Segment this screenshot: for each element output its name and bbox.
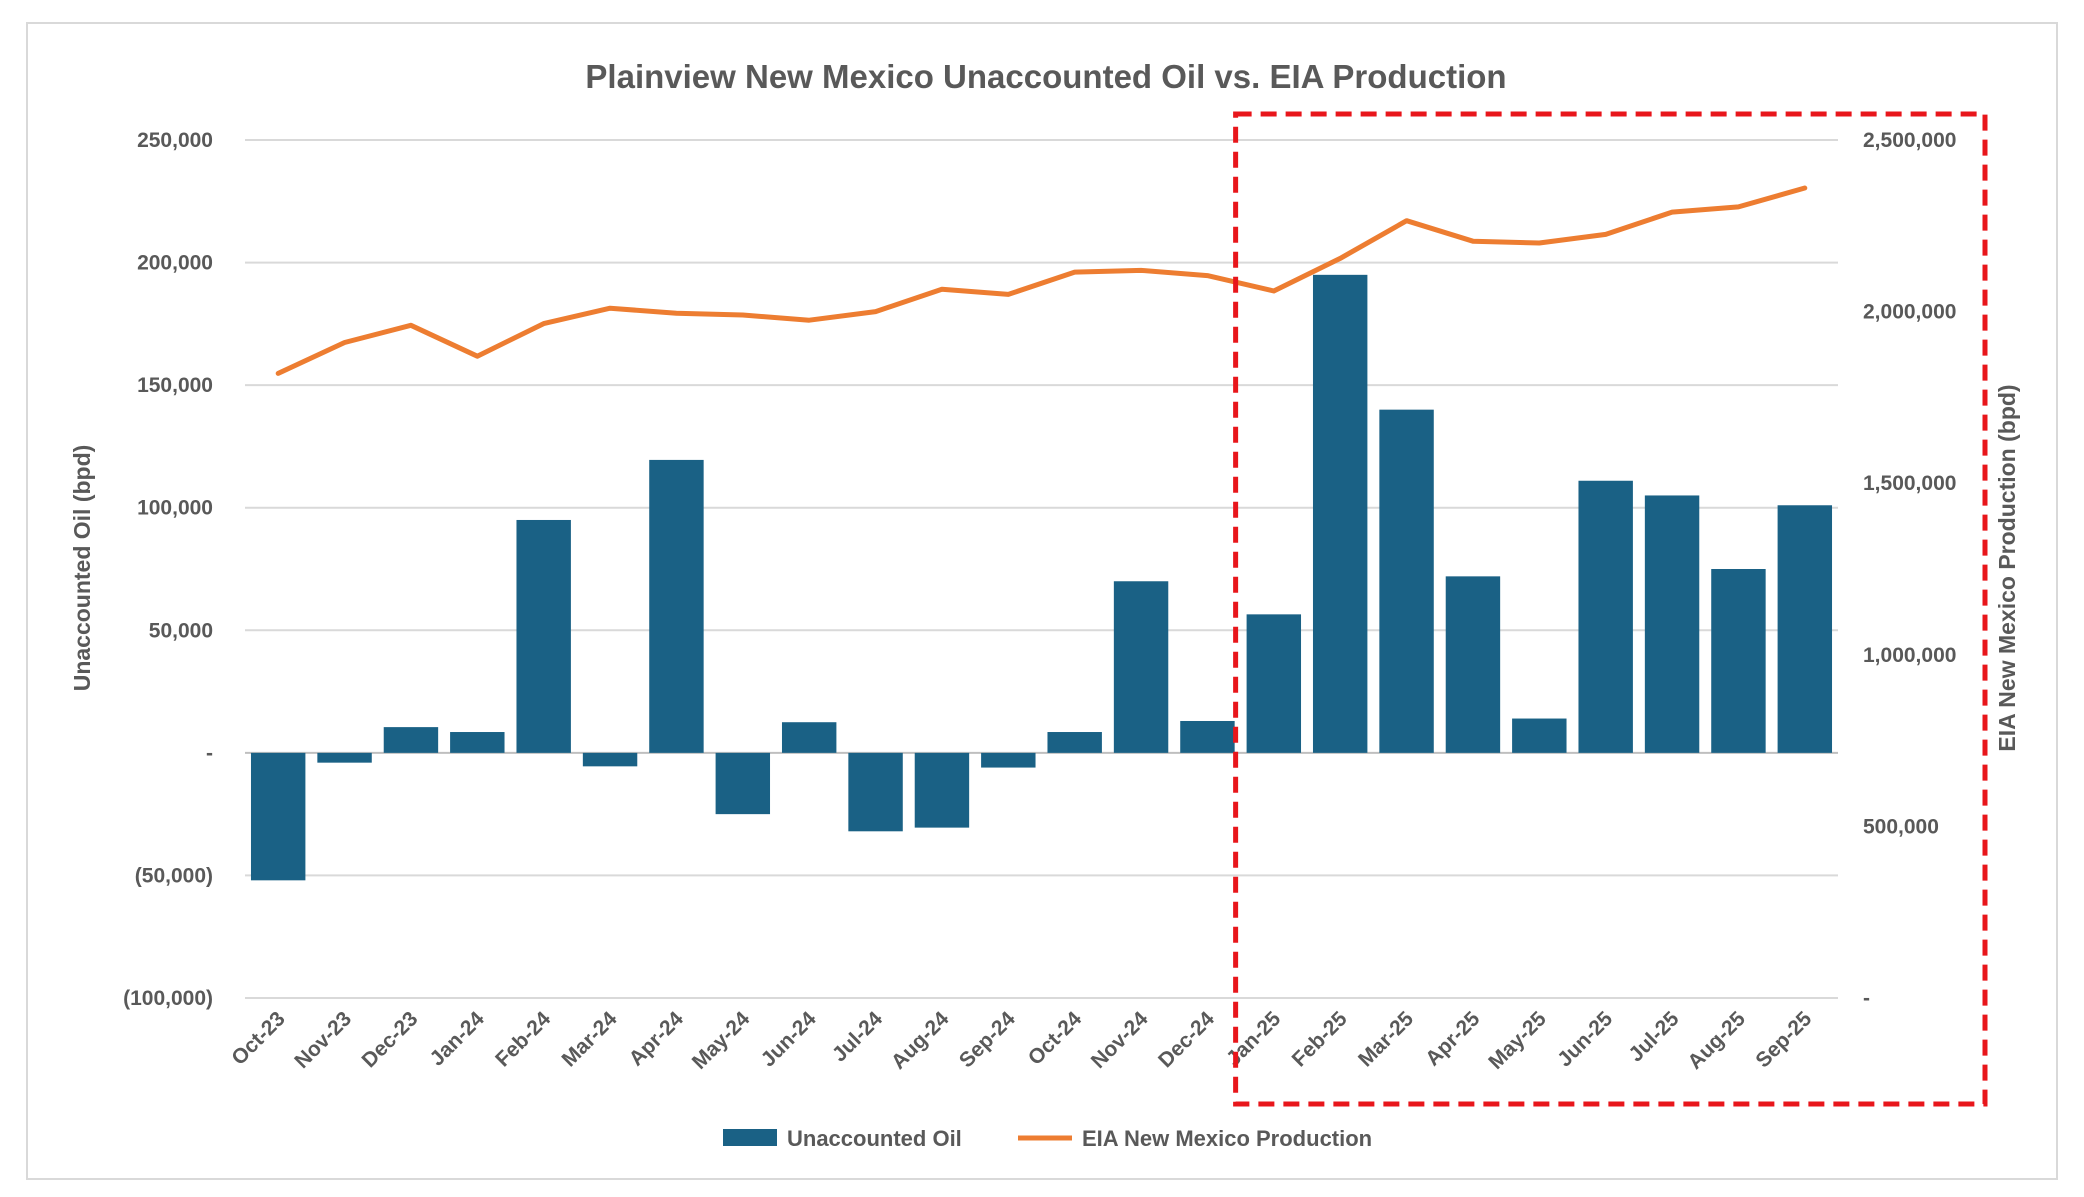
y2-tick-label: 2,500,000 — [1863, 129, 1956, 152]
x-tick-label: Apr-25 — [1421, 1007, 1485, 1071]
y2-tick-label: - — [1863, 987, 1870, 1010]
y-tick-label: 250,000 — [137, 129, 213, 152]
chart-title: Plainview New Mexico Unaccounted Oil vs.… — [585, 58, 1506, 95]
x-tick-label: Feb-24 — [491, 1007, 555, 1071]
bar-jun-24 — [781, 722, 837, 753]
bar-mar-24 — [582, 752, 638, 767]
bar-feb-24 — [516, 519, 571, 753]
x-tick-label: Nov-23 — [290, 1007, 356, 1073]
bar-oct-23 — [250, 752, 306, 881]
legend-swatch-unaccounted-oil — [723, 1129, 777, 1146]
x-tick-label: Nov-24 — [1087, 1007, 1153, 1073]
bar-jan-24 — [450, 732, 505, 753]
left-axis-title: Unaccounted Oil (bpd) — [69, 445, 95, 692]
y2-tick-label: 1,500,000 — [1863, 472, 1956, 495]
y-tick-label: - — [206, 742, 213, 765]
bar-aug-24 — [914, 752, 970, 828]
x-tick-label: Sep-24 — [955, 1007, 1020, 1072]
bar-mar-25 — [1379, 409, 1434, 753]
x-tick-label: Apr-24 — [625, 1007, 689, 1071]
x-tick-label: Oct-23 — [227, 1007, 289, 1069]
x-tick-label: May-25 — [1484, 1007, 1551, 1074]
y-tick-label: (50,000) — [135, 864, 213, 887]
left-axis-ticks: 250,000 200,000 150,000 100,000 50,000 - (50,0… — [123, 129, 213, 1010]
category-axis-ticks: Oct-23 Nov-23 Dec-23 Jan-24 Feb-24 Mar-24 Apr-… — [227, 1007, 1816, 1074]
x-tick-label: Aug-25 — [1683, 1007, 1750, 1074]
x-tick-label: Jun-25 — [1553, 1007, 1617, 1071]
bar-jul-25 — [1644, 495, 1700, 753]
bar-series — [250, 274, 1833, 881]
x-tick-label: Feb-25 — [1288, 1007, 1352, 1071]
y-tick-label: 50,000 — [149, 619, 213, 642]
x-tick-label: Mar-25 — [1354, 1007, 1418, 1071]
legend-label-unaccounted-oil: Unaccounted Oil — [787, 1126, 962, 1151]
legend: Unaccounted Oil EIA New Mexico Productio… — [723, 1126, 1372, 1151]
bar-may-25 — [1512, 718, 1567, 753]
bar-jun-25 — [1578, 480, 1633, 753]
line-series — [275, 185, 1808, 376]
legend-label-eia-production: EIA New Mexico Production — [1082, 1126, 1372, 1151]
bar-sep-24 — [981, 752, 1036, 768]
bar-nov-23 — [317, 752, 372, 763]
bar-dec-24 — [1180, 720, 1235, 753]
x-tick-label: Dec-24 — [1154, 1007, 1219, 1072]
y-tick-label: 100,000 — [137, 497, 213, 520]
x-tick-label: May-24 — [688, 1007, 755, 1074]
x-tick-label: Jan-24 — [426, 1007, 490, 1071]
bar-oct-24 — [1047, 732, 1102, 753]
y2-tick-label: 500,000 — [1863, 815, 1939, 838]
gridlines — [245, 139, 1838, 999]
x-tick-label: Aug-24 — [887, 1007, 954, 1074]
x-tick-label: Jul-24 — [828, 1007, 887, 1066]
right-axis-title: EIA New Mexico Production (bpd) — [1994, 384, 2020, 751]
x-tick-label: Jul-25 — [1624, 1007, 1683, 1066]
x-tick-label: Jan-25 — [1222, 1007, 1286, 1071]
x-tick-label: Mar-24 — [557, 1007, 621, 1071]
y2-tick-label: 2,000,000 — [1863, 301, 1956, 324]
bar-feb-25 — [1312, 274, 1368, 753]
bar-may-24 — [715, 752, 771, 815]
x-tick-label: Sep-25 — [1751, 1007, 1816, 1072]
bar-apr-25 — [1445, 576, 1501, 753]
x-tick-label: Jun-24 — [757, 1007, 821, 1071]
y-tick-label: (100,000) — [123, 987, 213, 1010]
y2-tick-label: 1,000,000 — [1863, 644, 1956, 667]
highlight-box — [1233, 111, 1988, 1107]
bar-jan-25 — [1246, 614, 1302, 753]
line-eia-new-mexico-production — [275, 185, 1808, 376]
bar-nov-24 — [1113, 581, 1169, 753]
bar-dec-23 — [383, 727, 439, 753]
bar-aug-25 — [1711, 569, 1766, 753]
bar-apr-24 — [649, 459, 704, 753]
right-axis-ticks: 2,500,000 2,000,000 1,500,000 1,000,000 500,… — [1863, 129, 1956, 1010]
x-tick-label: Oct-24 — [1024, 1007, 1087, 1070]
bar-jul-24 — [848, 752, 903, 832]
x-tick-label: Dec-23 — [357, 1007, 422, 1072]
y-tick-label: 200,000 — [137, 252, 213, 275]
y-tick-label: 150,000 — [137, 374, 213, 397]
bar-sep-25 — [1777, 505, 1833, 753]
